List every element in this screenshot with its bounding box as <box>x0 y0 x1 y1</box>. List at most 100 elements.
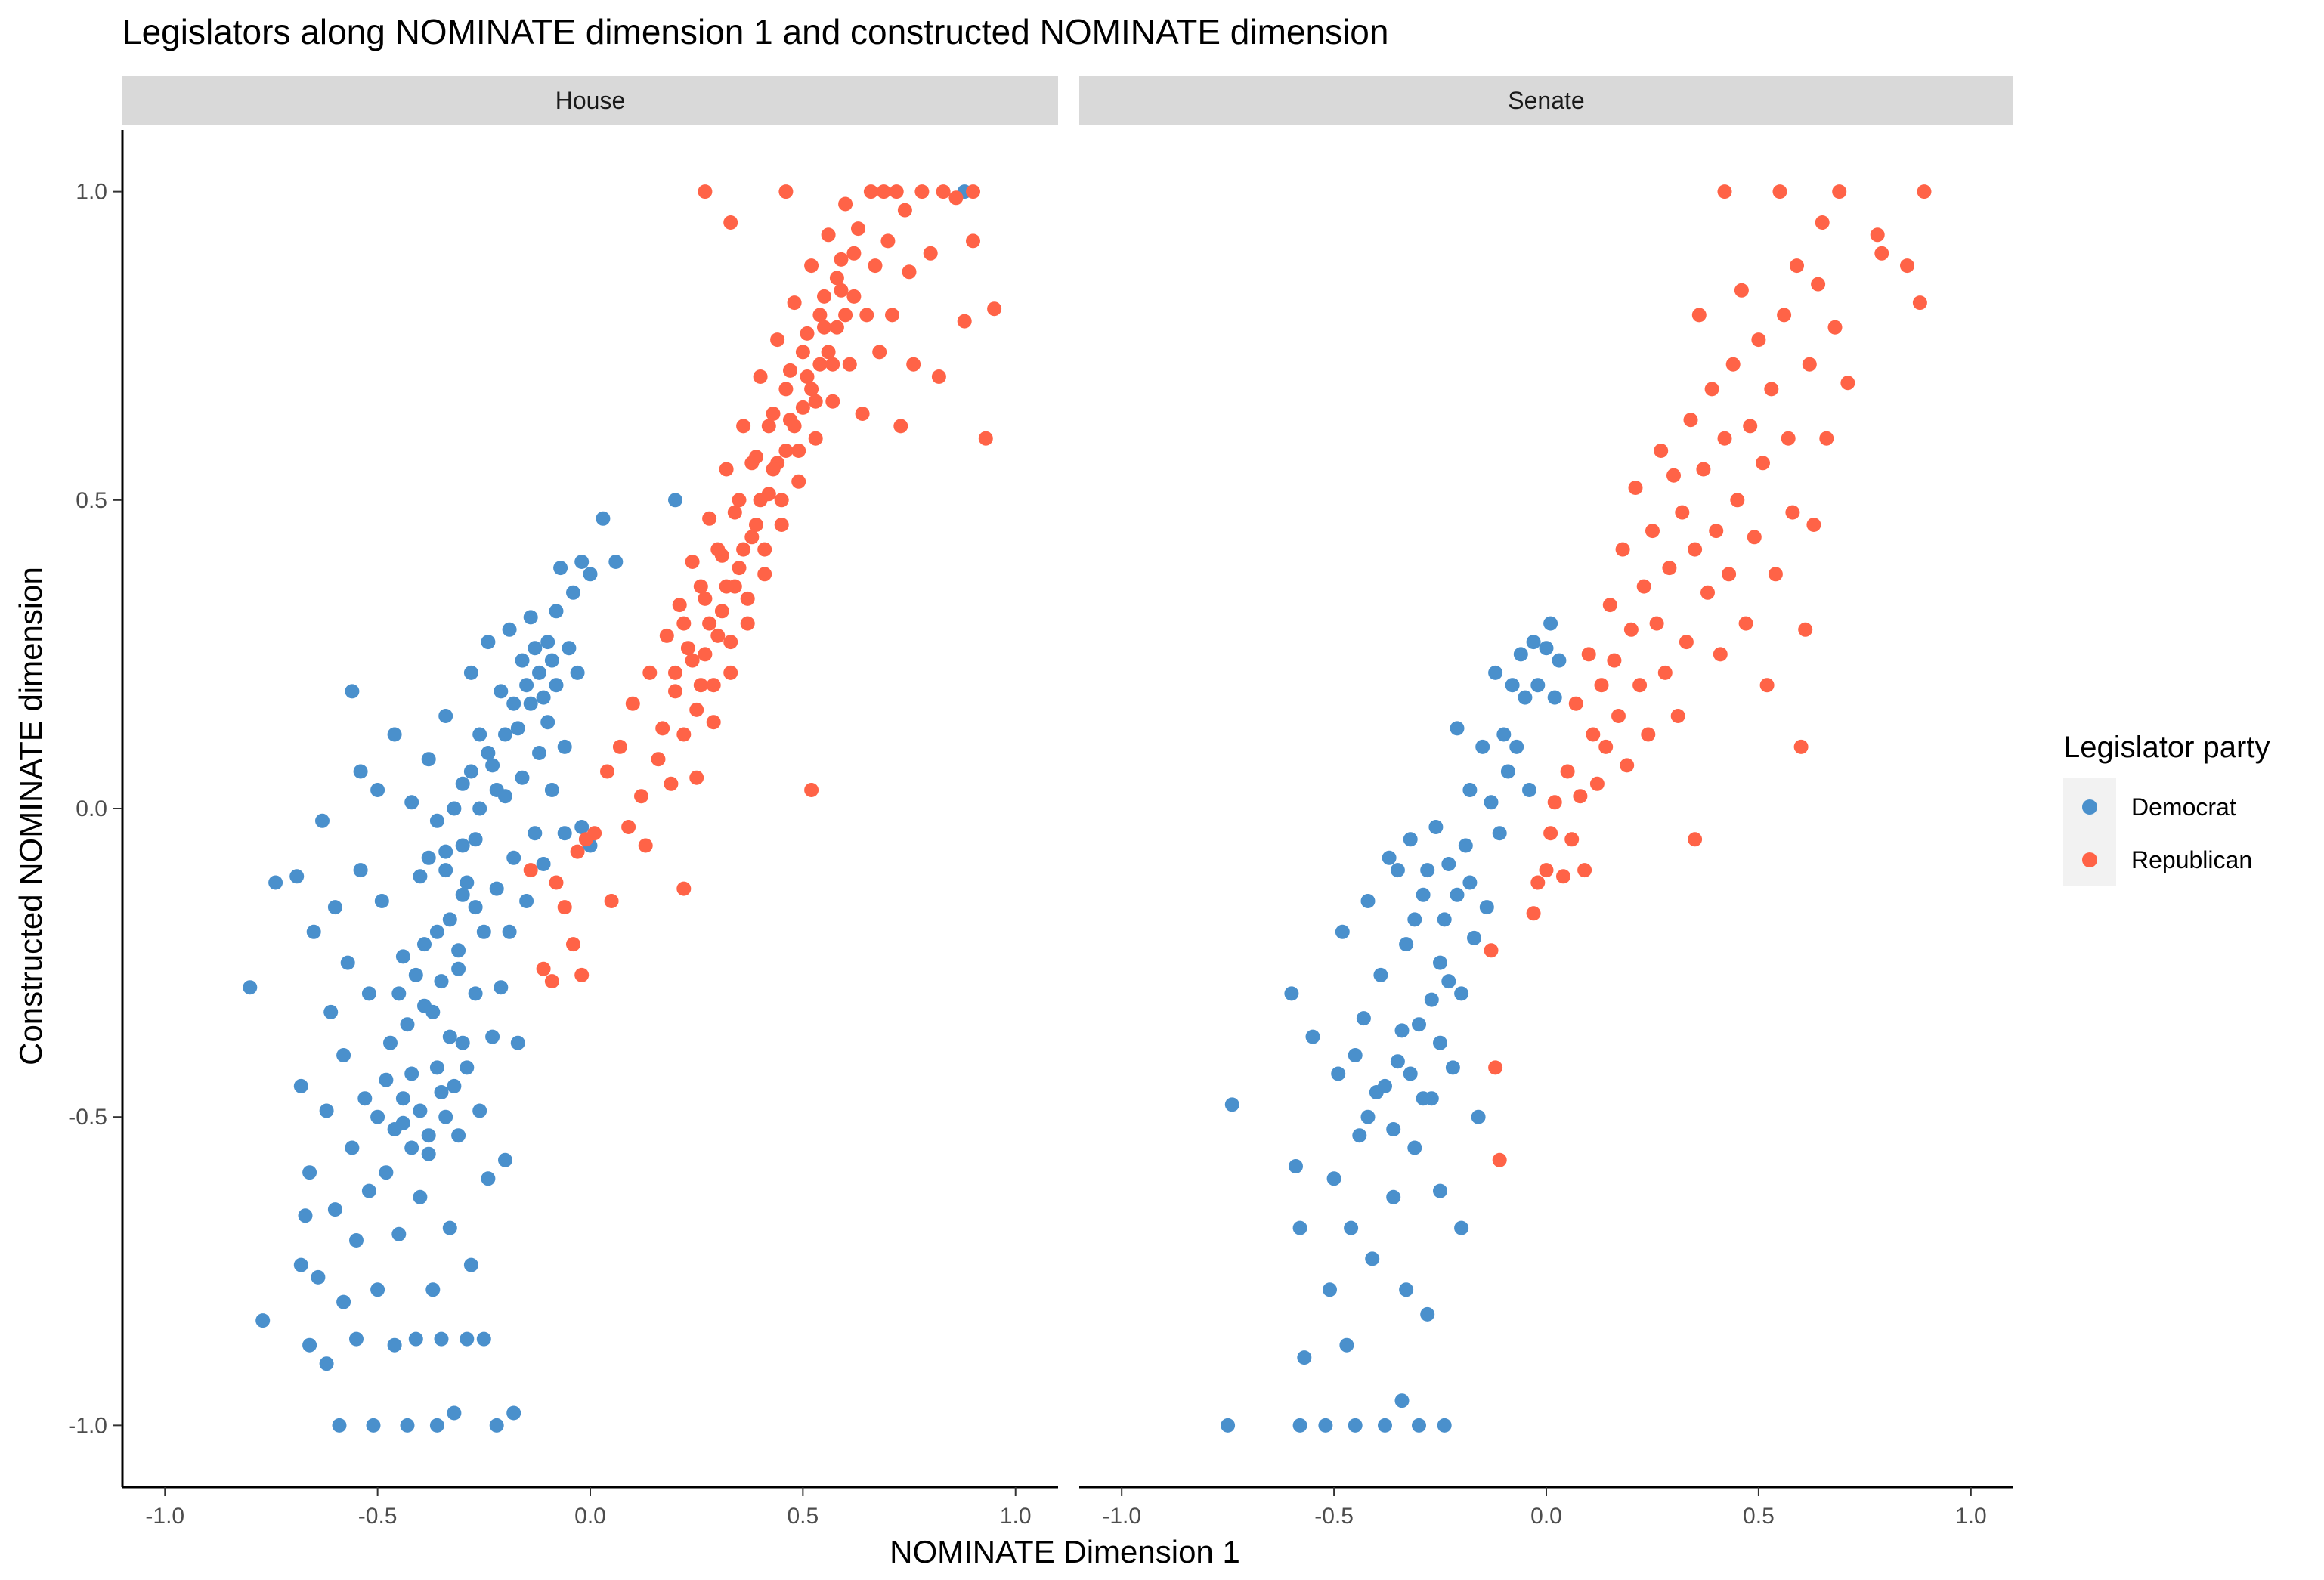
point-democrat <box>1365 1251 1380 1266</box>
point-democrat <box>463 665 478 680</box>
point-republican <box>1870 227 1885 243</box>
point-republican <box>842 357 857 372</box>
point-democrat <box>498 1152 512 1167</box>
point-democrat <box>1352 1128 1367 1143</box>
point-democrat <box>451 961 466 976</box>
point-republican <box>1484 943 1499 958</box>
point-republican <box>1560 764 1575 779</box>
point-democrat <box>366 1418 381 1433</box>
point-democrat <box>1492 826 1507 841</box>
point-democrat <box>1399 937 1414 952</box>
point-republican <box>723 635 738 650</box>
point-democrat <box>1437 1418 1452 1433</box>
point-republican <box>1747 530 1762 545</box>
point-republican <box>702 511 717 526</box>
point-democrat <box>353 863 368 878</box>
point-republican <box>1573 789 1588 804</box>
point-democrat <box>400 1418 415 1433</box>
point-democrat <box>302 1337 317 1353</box>
point-republican <box>740 591 755 606</box>
point-republican <box>1819 431 1834 446</box>
point-democrat <box>481 1171 496 1186</box>
x-tick-label: 0.0 <box>1530 1504 1562 1529</box>
point-democrat <box>1326 1171 1341 1186</box>
point-republican <box>574 967 590 982</box>
facet-panels: House-1.0 -0.5 0.0 0.5 1.0-1.0-0.50.00.51.0S… <box>68 76 2013 1529</box>
point-democrat <box>1394 1393 1410 1408</box>
point-republican <box>1722 567 1737 582</box>
point-democrat <box>1348 1418 1363 1433</box>
point-democrat <box>421 850 436 865</box>
point-republican <box>838 196 853 212</box>
point-republican <box>676 727 692 742</box>
point-democrat <box>408 1331 423 1347</box>
point-republican <box>766 407 781 421</box>
point-democrat <box>421 1128 436 1143</box>
point-republican <box>825 394 840 409</box>
point-republican <box>1772 184 1787 199</box>
point-republican <box>659 628 674 643</box>
point-democrat <box>395 1091 410 1106</box>
point-republican <box>838 308 853 323</box>
point-republican <box>664 776 679 791</box>
point-republican <box>732 493 747 508</box>
point-republican <box>1589 776 1605 791</box>
y-tick-label: 0.0 <box>76 796 107 821</box>
point-democrat <box>1484 795 1499 810</box>
point-republican <box>1539 863 1554 878</box>
point-democrat <box>340 955 355 970</box>
point-democrat <box>1509 739 1524 754</box>
point-republican <box>817 320 831 335</box>
point-republican <box>600 764 614 779</box>
y-tick-label: -1.0 <box>68 1413 107 1438</box>
point-republican <box>1696 462 1711 477</box>
point-democrat <box>553 561 568 576</box>
point-democrat <box>596 511 611 526</box>
point-republican <box>710 542 726 557</box>
point-democrat <box>1292 1220 1307 1235</box>
point-democrat <box>387 727 402 742</box>
point-democrat <box>442 1029 457 1044</box>
point-democrat <box>1462 783 1478 797</box>
point-republican <box>1713 647 1728 662</box>
point-republican <box>1662 561 1677 576</box>
point-republican <box>710 628 726 643</box>
point-republican <box>987 301 1002 317</box>
point-democrat <box>510 1035 525 1050</box>
point-republican <box>957 314 972 329</box>
point-republican <box>1649 616 1664 631</box>
point-democrat <box>1526 635 1541 650</box>
point-democrat <box>608 555 624 569</box>
point-democrat <box>442 1220 457 1235</box>
point-republican <box>1874 246 1889 261</box>
point-democrat <box>510 721 525 736</box>
point-republican <box>876 184 891 199</box>
point-democrat <box>289 869 305 884</box>
point-republican <box>689 702 704 717</box>
point-republican <box>880 233 896 249</box>
point-republican <box>693 579 708 594</box>
point-republican <box>753 369 768 384</box>
point-democrat <box>1412 1418 1426 1433</box>
panel-house: House -1.0 -0.5 0.0 0.5 1.0 -1.0 -0.5 0.0 0.5 1.0 <box>68 76 1058 1529</box>
legend-entries: Democrat Republican <box>2082 793 2252 873</box>
point-republican <box>753 493 768 508</box>
point-republican <box>1764 382 1779 397</box>
point-republican <box>859 308 874 323</box>
point-republican <box>536 961 551 976</box>
point-republican <box>1785 505 1800 520</box>
point-democrat <box>404 795 419 810</box>
point-democrat <box>1297 1350 1312 1365</box>
point-republican <box>906 357 921 372</box>
point-republican <box>1688 542 1703 557</box>
point-democrat <box>1488 665 1503 680</box>
point-democrat <box>1292 1418 1307 1433</box>
point-republican <box>1743 419 1758 434</box>
point-democrat <box>293 1078 308 1093</box>
point-republican <box>604 894 619 908</box>
point-democrat <box>438 844 453 859</box>
point-democrat <box>438 709 453 723</box>
point-republican <box>1725 357 1741 372</box>
point-republican <box>706 678 721 693</box>
